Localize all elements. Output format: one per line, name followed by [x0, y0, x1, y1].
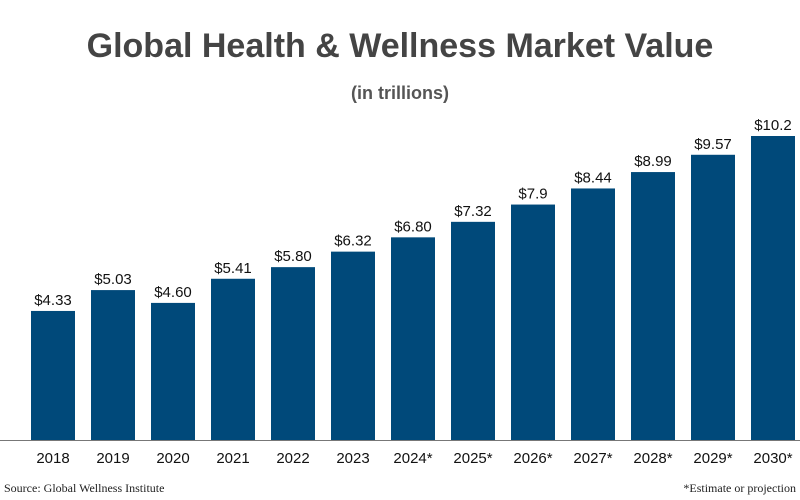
data-label: $6.32 — [334, 233, 372, 250]
data-label: $6.80 — [394, 218, 432, 235]
data-label: $4.60 — [154, 284, 192, 301]
x-tick-label: 2024* — [393, 450, 432, 467]
data-label: $5.80 — [274, 248, 312, 265]
x-tick-label: 2027* — [573, 450, 612, 467]
x-tick-label: 2020 — [156, 450, 189, 467]
x-tick-label: 2026* — [513, 450, 552, 467]
data-label: $5.41 — [214, 260, 252, 277]
source-note: Source: Global Wellness Institute — [4, 481, 165, 495]
bar-2020 — [151, 302, 195, 440]
data-label: $7.9 — [518, 186, 547, 203]
x-tick-label: 2025* — [453, 450, 492, 467]
bar-2026-est — [511, 204, 555, 440]
bar-2029-est — [691, 154, 735, 440]
projection-footnote: *Estimate or projection — [683, 481, 796, 495]
x-tick-label: 2030* — [753, 450, 792, 467]
x-tick-label: 2028* — [633, 450, 672, 467]
data-label: $10.2 — [754, 117, 792, 134]
x-tick-label: 2018 — [36, 450, 69, 467]
bar-2023 — [331, 251, 375, 440]
data-label: $4.33 — [34, 292, 72, 309]
data-label: $5.03 — [94, 271, 132, 288]
bar-2021 — [211, 278, 255, 440]
bar-2024-est — [391, 237, 435, 440]
chart-subtitle: (in trillions) — [351, 83, 449, 103]
x-tick-label: 2022 — [276, 450, 309, 467]
x-tick-label: 2029* — [693, 450, 732, 467]
x-tick-label: 2019 — [96, 450, 129, 467]
bar-2018 — [31, 310, 75, 440]
data-label: $8.44 — [574, 169, 612, 186]
x-tick-label: 2021 — [216, 450, 249, 467]
bar-2027-est — [571, 188, 615, 440]
data-label: $8.99 — [634, 153, 672, 170]
chart-title: Global Health & Wellness Market Value — [86, 27, 714, 65]
bar-2028-est — [631, 172, 675, 440]
data-label: $7.32 — [454, 203, 492, 220]
bar-2019 — [91, 290, 135, 440]
bar-2030-est — [751, 136, 795, 440]
x-tick-label: 2023 — [336, 450, 369, 467]
bar-2025-est — [451, 221, 495, 440]
bar-2022 — [271, 267, 315, 440]
data-label: $9.57 — [694, 136, 732, 153]
